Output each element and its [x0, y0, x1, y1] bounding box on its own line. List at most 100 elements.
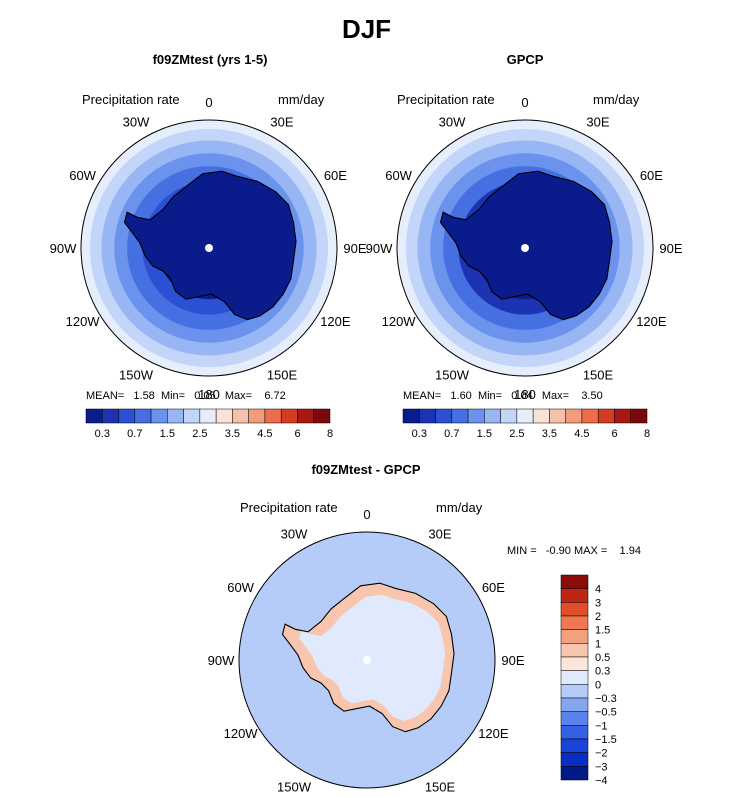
panel2-map: 0 30E 60E 90E 120E 150E 180 150W 120W 90W 60W 30W	[366, 95, 683, 402]
colorbar-swatch	[614, 408, 631, 424]
panel2-units-label: mm/day	[593, 92, 640, 107]
colorbar-swatch	[549, 408, 566, 424]
colorbar-tick-label: −3	[595, 761, 608, 773]
colorbar-tick-label: 2	[595, 611, 601, 623]
panel3-stats: MIN = -0.90 MAX = 1.94	[507, 545, 641, 557]
colorbar-swatch	[516, 408, 534, 424]
mean-label: MEAN=	[403, 390, 442, 402]
panel3-lon-label: 120E	[478, 726, 509, 741]
panel1-pole-marker	[205, 244, 213, 252]
colorbar-swatch	[560, 574, 589, 589]
colorbar-tick-label: 1.5	[160, 428, 175, 440]
main-title: DJF	[341, 14, 392, 44]
colorbar-swatch	[560, 711, 589, 726]
panel2-map-border	[396, 119, 654, 377]
panel1-lon-label: 30W	[123, 115, 150, 130]
colorbar-swatch	[85, 408, 103, 424]
colorbar-tick-label: 0.3	[95, 428, 110, 440]
colorbar-swatch	[297, 408, 314, 424]
colorbar-tick-label: 0.7	[444, 428, 459, 440]
colorbar-tick-label: 3.5	[542, 428, 557, 440]
colorbar-swatch	[248, 408, 266, 424]
panel3-units-label: mm/day	[436, 500, 483, 515]
panel3-lon-label: 30E	[428, 527, 451, 542]
panel3-lon-label: 90W	[208, 653, 235, 668]
colorbar-swatch	[581, 408, 599, 424]
colorbar-swatch	[199, 408, 217, 424]
panel1-lon-label: 60E	[324, 168, 347, 183]
colorbar-swatch	[215, 408, 233, 424]
colorbar-swatch	[630, 408, 648, 424]
max-label: MAX =	[573, 545, 608, 557]
panel1-lon-label: 60W	[69, 168, 96, 183]
colorbar-tick-label: 0.7	[127, 428, 142, 440]
colorbar-tick-label: 4	[595, 584, 601, 596]
colorbar-swatch	[102, 408, 119, 424]
panel2-lon-label: 180	[514, 387, 536, 402]
colorbar-tick-label: 6	[611, 428, 617, 440]
panel2-title: GPCP	[506, 52, 544, 67]
panel2-colorbar: 0.3 0.7 1.5 2.5 3.5 4.5 6 8	[402, 408, 650, 440]
colorbar-swatch	[532, 408, 550, 424]
colorbar-swatch	[451, 408, 469, 424]
colorbar-tick-label: 4.5	[574, 428, 589, 440]
panel3-lon-label: 0	[363, 507, 370, 522]
colorbar-swatch	[402, 408, 420, 424]
panel3-map-border	[238, 531, 496, 789]
min-label: MIN =	[507, 545, 537, 557]
min-value: -0.90	[545, 545, 571, 557]
min-label: Min=	[477, 390, 503, 402]
panel2-pole-marker	[521, 244, 529, 252]
panel3-lon-label: 60E	[482, 580, 505, 595]
panel1-lon-label: 180	[198, 387, 220, 402]
panel2-coastline	[439, 170, 613, 321]
colorbar-swatch	[467, 408, 485, 424]
panel1-map-border	[80, 119, 338, 377]
panel3-title: f09ZMtest - GPCP	[311, 462, 421, 477]
colorbar-tick-label: 3	[595, 597, 601, 609]
panel3-lon-label: 120W	[224, 726, 259, 741]
colorbar-swatch	[597, 408, 615, 424]
panel2-lon-label: 150W	[435, 367, 470, 382]
mean-label: MEAN=	[86, 390, 125, 402]
colorbar-swatch	[560, 684, 589, 699]
colorbar-swatch	[560, 643, 589, 658]
colorbar-swatch	[313, 408, 331, 424]
max-label: Max=	[224, 390, 253, 402]
panel1-lon-label: 90W	[50, 241, 77, 256]
colorbar-tick-label: 6	[294, 428, 300, 440]
panel3-colorbar: 43 2 1.51 0.5 0.30 −0.3 −0.5−1 −1.5 −2−3 −4	[560, 574, 617, 787]
panel1-lon-label: 120W	[66, 314, 101, 329]
colorbar-swatch	[232, 408, 249, 424]
panel2-lon-label: 120E	[636, 314, 667, 329]
panel2-lon-label: 60W	[385, 168, 412, 183]
colorbar-swatch	[560, 697, 589, 712]
panel2-lon-label: 150E	[583, 367, 614, 382]
panel1-title: f09ZMtest (yrs 1-5)	[152, 52, 268, 67]
panel3-interior-field	[299, 594, 445, 721]
max-value: 1.94	[619, 545, 641, 557]
colorbar-swatch	[134, 408, 152, 424]
panel1-lon-label: 30E	[270, 115, 293, 130]
panel1-units-label: mm/day	[278, 92, 325, 107]
colorbar-tick-label: −4	[595, 775, 608, 787]
colorbar-swatch	[150, 408, 168, 424]
max-value: 6.72	[264, 390, 286, 402]
colorbar-swatch	[435, 408, 453, 424]
colorbar-tick-label: −0.5	[595, 707, 617, 719]
panel1-map: 0 30E 60E 90E 120E 150E 180 150W 120W 90W 60W 30W	[50, 95, 367, 402]
panel3-lon-label: 30W	[281, 527, 308, 542]
panel2-lon-label: 120W	[382, 314, 417, 329]
panel2-lon-label: 90W	[366, 241, 393, 256]
colorbar-swatch	[183, 408, 201, 424]
panel2-lon-label: 90E	[659, 241, 682, 256]
panel2-lon-label: 30W	[439, 115, 466, 130]
colorbar-swatch	[500, 408, 518, 424]
colorbar-swatch	[565, 408, 583, 424]
colorbar-swatch	[560, 615, 589, 630]
min-value: 0.05	[194, 390, 216, 402]
panel1-variable-label: Precipitation rate	[82, 92, 180, 107]
colorbar-tick-label: 0.3	[412, 428, 427, 440]
